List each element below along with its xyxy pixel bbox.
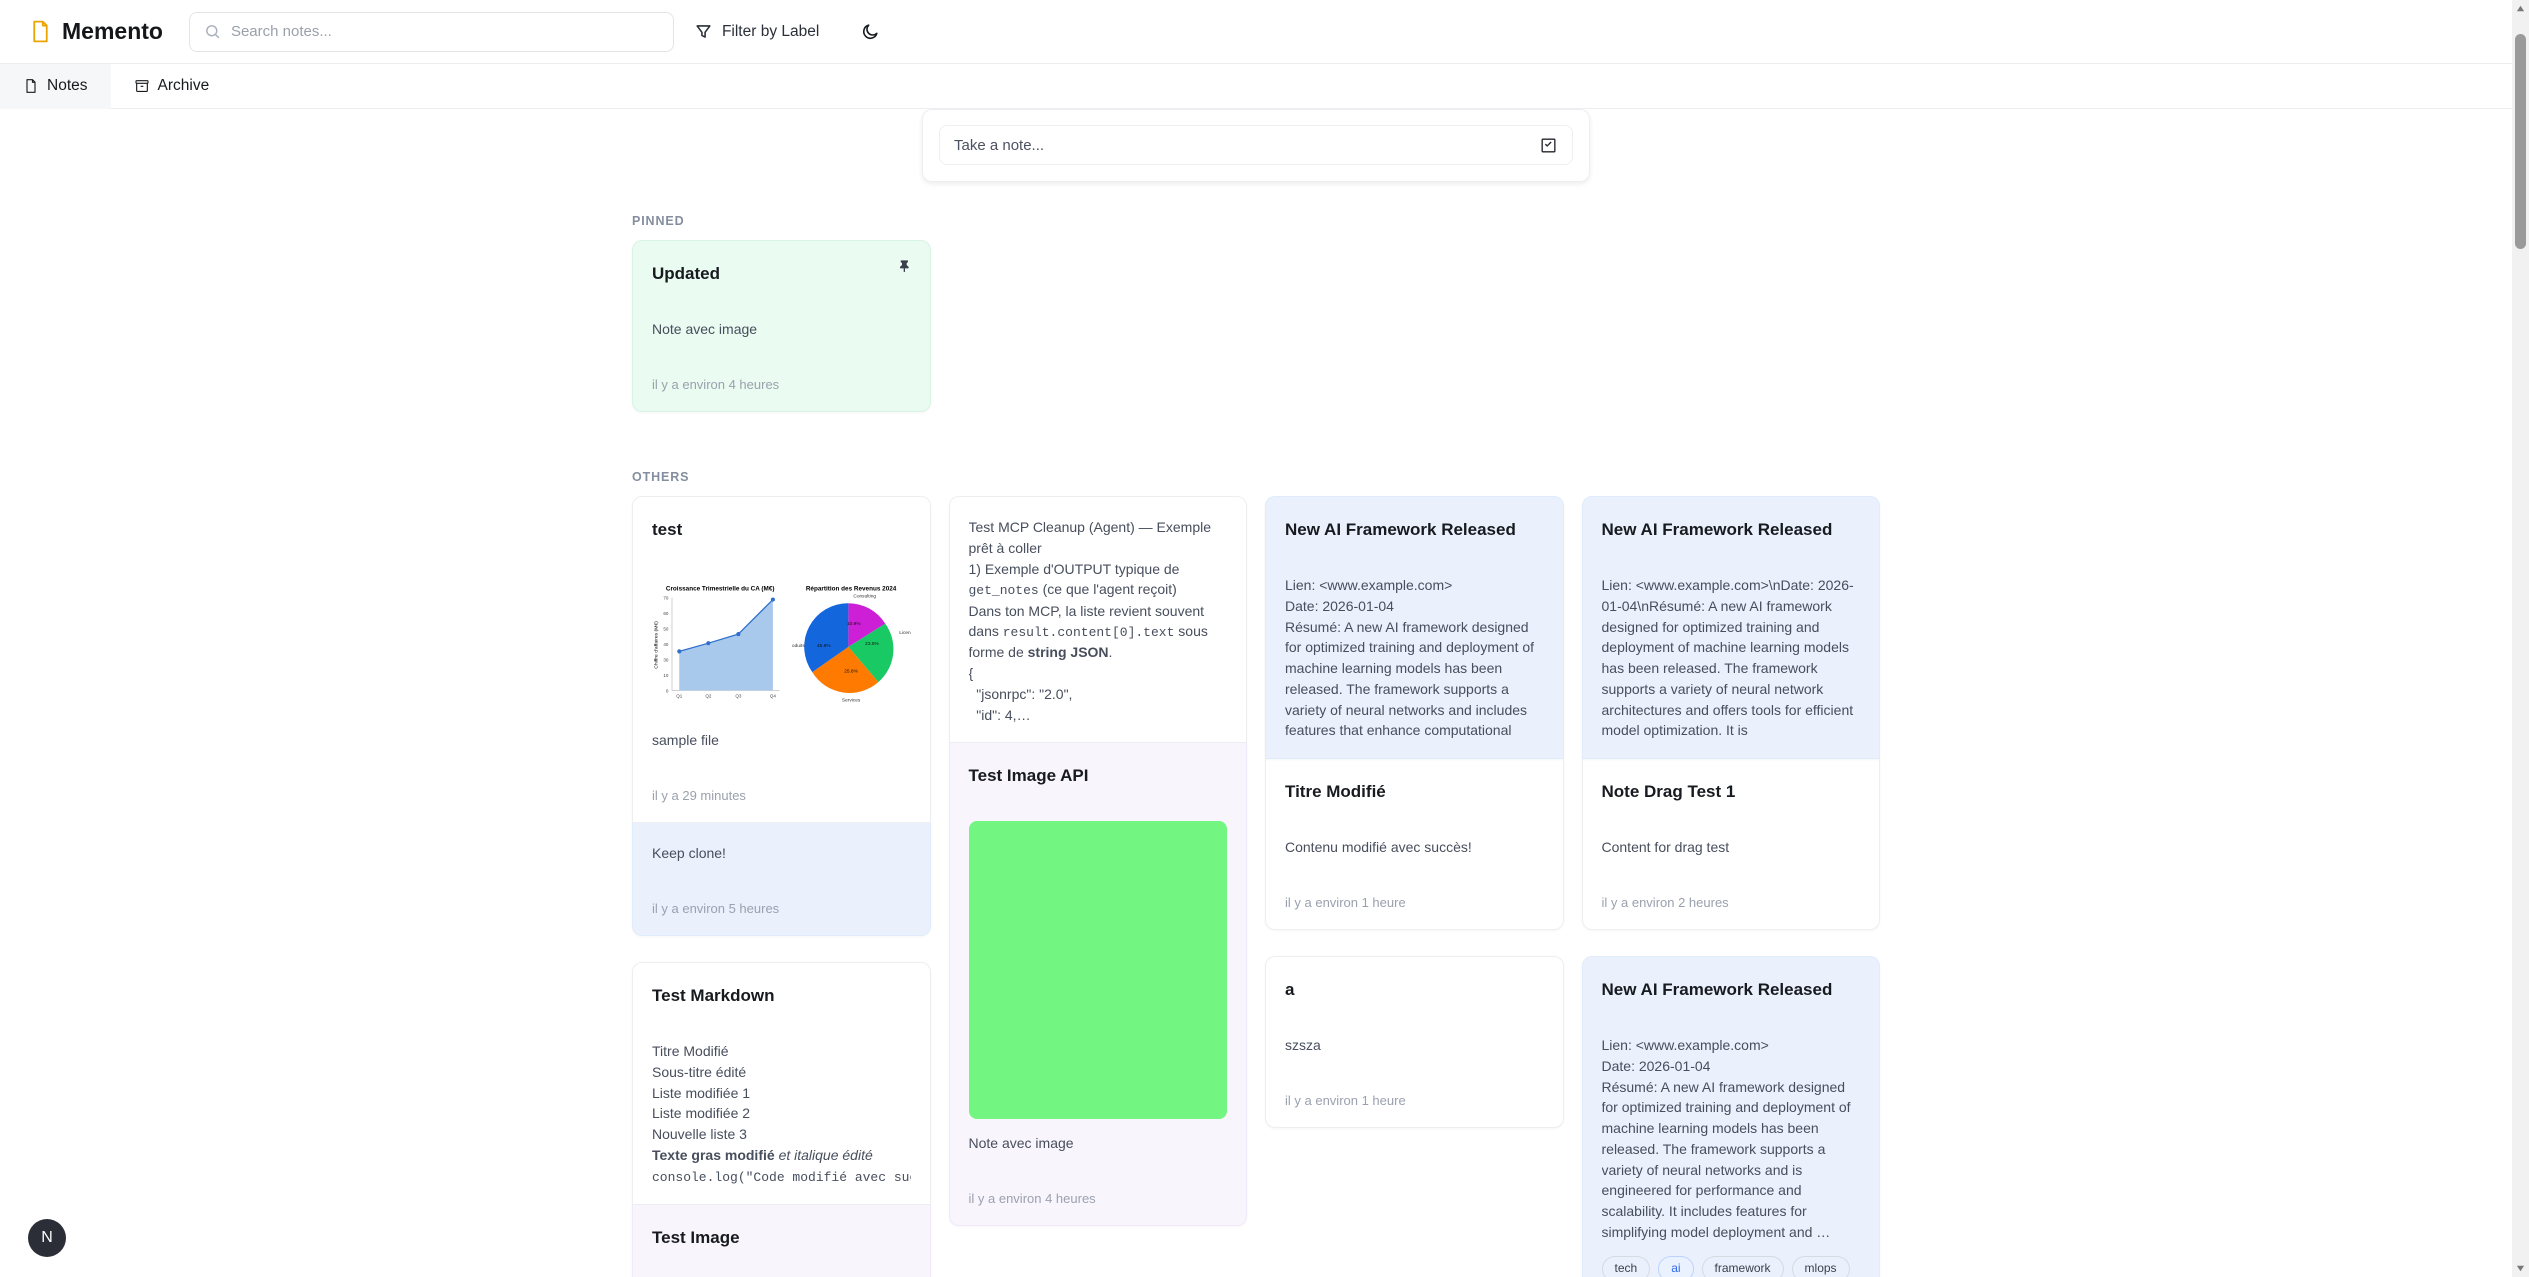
svg-text:40: 40 [663, 642, 669, 647]
svg-text:Consulting: Consulting [854, 594, 877, 600]
svg-text:Q1: Q1 [676, 694, 683, 699]
svg-text:23.5%: 23.5% [866, 641, 880, 647]
svg-text:0: 0 [666, 689, 669, 694]
svg-text:10: 10 [663, 673, 669, 678]
svg-text:70: 70 [663, 596, 669, 601]
svg-text:Répartition des Revenus 2024: Répartition des Revenus 2024 [806, 586, 897, 593]
svg-text:Chiffre d'affaires (M€): Chiffre d'affaires (M€) [653, 621, 659, 669]
svg-text:45.8%: 45.8% [817, 643, 831, 649]
svg-text:Croissance Trimestrielle du CA: Croissance Trimestrielle du CA (M€) [666, 586, 775, 593]
svg-text:50: 50 [663, 627, 669, 632]
svg-text:Services: Services [842, 698, 861, 704]
svg-text:10.9%: 10.9% [847, 621, 861, 627]
svg-text:25.8%: 25.8% [845, 669, 859, 675]
svg-text:Q4: Q4 [770, 694, 777, 699]
svg-text:Q3: Q3 [735, 694, 742, 699]
svg-text:Produits: Produits [792, 643, 805, 649]
svg-text:60: 60 [663, 611, 669, 616]
svg-text:Q2: Q2 [705, 694, 712, 699]
svg-text:Licences: Licences [900, 630, 911, 636]
svg-text:30: 30 [663, 658, 669, 663]
